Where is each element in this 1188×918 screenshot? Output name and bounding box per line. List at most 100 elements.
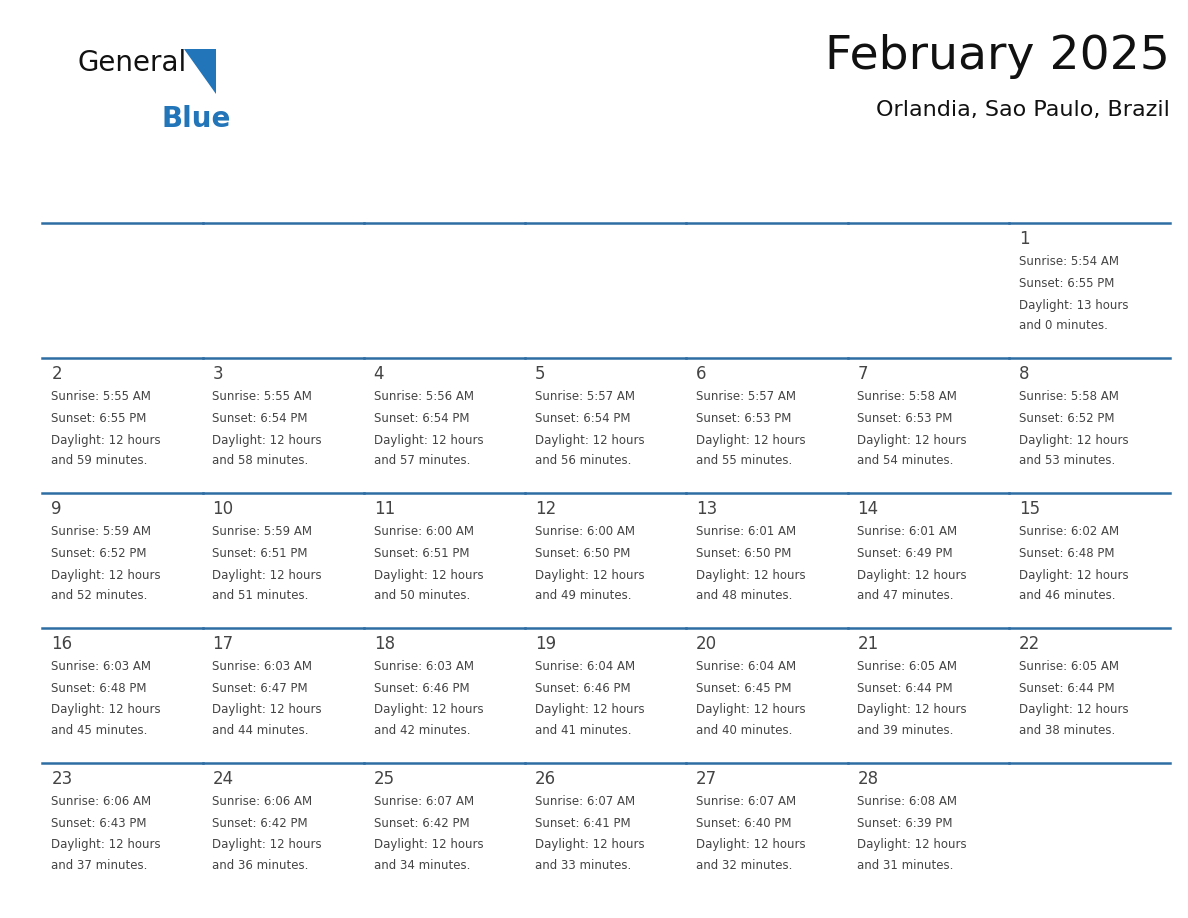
Text: and 58 minutes.: and 58 minutes. xyxy=(213,453,309,467)
Text: and 54 minutes.: and 54 minutes. xyxy=(858,453,954,467)
Polygon shape xyxy=(184,49,216,94)
Text: Sunrise: 6:07 AM: Sunrise: 6:07 AM xyxy=(696,795,796,808)
Text: Sunset: 6:50 PM: Sunset: 6:50 PM xyxy=(696,547,791,560)
Text: and 33 minutes.: and 33 minutes. xyxy=(535,858,631,872)
Text: 22: 22 xyxy=(1018,634,1040,653)
Text: 14: 14 xyxy=(858,499,878,518)
Text: Daylight: 12 hours: Daylight: 12 hours xyxy=(51,568,160,581)
Text: Sunrise: 6:02 AM: Sunrise: 6:02 AM xyxy=(1018,525,1119,538)
Text: and 0 minutes.: and 0 minutes. xyxy=(1018,319,1107,332)
Text: 3: 3 xyxy=(213,364,223,383)
Text: Sunset: 6:51 PM: Sunset: 6:51 PM xyxy=(213,547,308,560)
Text: Sunrise: 5:55 AM: Sunrise: 5:55 AM xyxy=(213,390,312,403)
Text: Sunset: 6:51 PM: Sunset: 6:51 PM xyxy=(374,547,469,560)
Text: 4: 4 xyxy=(374,364,384,383)
Text: Wednesday: Wednesday xyxy=(537,187,638,206)
Text: Sunrise: 6:07 AM: Sunrise: 6:07 AM xyxy=(535,795,636,808)
Text: and 44 minutes.: and 44 minutes. xyxy=(213,723,309,737)
Text: Sunset: 6:39 PM: Sunset: 6:39 PM xyxy=(858,817,953,830)
Text: Sunset: 6:52 PM: Sunset: 6:52 PM xyxy=(1018,412,1114,425)
Text: 5: 5 xyxy=(535,364,545,383)
Text: 17: 17 xyxy=(213,634,234,653)
Text: and 53 minutes.: and 53 minutes. xyxy=(1018,453,1114,467)
Text: Daylight: 12 hours: Daylight: 12 hours xyxy=(696,838,805,851)
Text: Sunset: 6:48 PM: Sunset: 6:48 PM xyxy=(51,682,147,695)
Text: Sunrise: 6:05 AM: Sunrise: 6:05 AM xyxy=(858,660,958,673)
Text: Sunrise: 6:08 AM: Sunrise: 6:08 AM xyxy=(858,795,958,808)
Text: 15: 15 xyxy=(1018,499,1040,518)
Text: Sunset: 6:54 PM: Sunset: 6:54 PM xyxy=(374,412,469,425)
Text: Daylight: 12 hours: Daylight: 12 hours xyxy=(1018,568,1129,581)
Text: Sunrise: 5:59 AM: Sunrise: 5:59 AM xyxy=(213,525,312,538)
Text: Sunrise: 6:01 AM: Sunrise: 6:01 AM xyxy=(858,525,958,538)
Text: Daylight: 12 hours: Daylight: 12 hours xyxy=(535,838,645,851)
Text: Monday: Monday xyxy=(214,187,283,206)
Text: Sunrise: 5:58 AM: Sunrise: 5:58 AM xyxy=(1018,390,1118,403)
Text: Sunset: 6:53 PM: Sunset: 6:53 PM xyxy=(696,412,791,425)
Text: and 38 minutes.: and 38 minutes. xyxy=(1018,723,1114,737)
Text: Daylight: 12 hours: Daylight: 12 hours xyxy=(51,838,160,851)
Text: Sunrise: 6:05 AM: Sunrise: 6:05 AM xyxy=(1018,660,1119,673)
Text: and 59 minutes.: and 59 minutes. xyxy=(51,453,147,467)
Text: and 42 minutes.: and 42 minutes. xyxy=(374,723,470,737)
Text: Daylight: 12 hours: Daylight: 12 hours xyxy=(374,433,484,446)
Text: and 34 minutes.: and 34 minutes. xyxy=(374,858,470,872)
Text: Daylight: 12 hours: Daylight: 12 hours xyxy=(374,568,484,581)
Text: and 52 minutes.: and 52 minutes. xyxy=(51,588,147,602)
Text: Sunday: Sunday xyxy=(53,187,118,206)
Text: and 37 minutes.: and 37 minutes. xyxy=(51,858,147,872)
Text: Sunrise: 5:59 AM: Sunrise: 5:59 AM xyxy=(51,525,151,538)
Text: Sunrise: 5:58 AM: Sunrise: 5:58 AM xyxy=(858,390,958,403)
Text: Daylight: 12 hours: Daylight: 12 hours xyxy=(535,568,645,581)
Text: Daylight: 12 hours: Daylight: 12 hours xyxy=(213,568,322,581)
Text: Sunrise: 6:00 AM: Sunrise: 6:00 AM xyxy=(535,525,634,538)
Text: 26: 26 xyxy=(535,769,556,788)
Text: Sunrise: 5:54 AM: Sunrise: 5:54 AM xyxy=(1018,255,1119,268)
Text: General: General xyxy=(77,49,187,76)
Text: Daylight: 12 hours: Daylight: 12 hours xyxy=(213,433,322,446)
Text: Sunrise: 5:57 AM: Sunrise: 5:57 AM xyxy=(535,390,634,403)
Text: 20: 20 xyxy=(696,634,718,653)
Text: and 57 minutes.: and 57 minutes. xyxy=(374,453,470,467)
Text: Sunset: 6:41 PM: Sunset: 6:41 PM xyxy=(535,817,631,830)
Text: Friday: Friday xyxy=(859,187,912,206)
Text: Sunset: 6:54 PM: Sunset: 6:54 PM xyxy=(535,412,631,425)
Text: and 40 minutes.: and 40 minutes. xyxy=(696,723,792,737)
Text: and 46 minutes.: and 46 minutes. xyxy=(1018,588,1116,602)
Text: Daylight: 12 hours: Daylight: 12 hours xyxy=(858,838,967,851)
Text: 7: 7 xyxy=(858,364,868,383)
Text: Sunset: 6:53 PM: Sunset: 6:53 PM xyxy=(858,412,953,425)
Text: Daylight: 13 hours: Daylight: 13 hours xyxy=(1018,298,1129,311)
Text: 10: 10 xyxy=(213,499,234,518)
Text: and 48 minutes.: and 48 minutes. xyxy=(696,588,792,602)
Text: 28: 28 xyxy=(858,769,878,788)
Text: 25: 25 xyxy=(374,769,394,788)
Text: Saturday: Saturday xyxy=(1020,187,1099,206)
Text: Sunrise: 6:06 AM: Sunrise: 6:06 AM xyxy=(51,795,151,808)
Text: Tuesday: Tuesday xyxy=(375,187,447,206)
Text: 18: 18 xyxy=(374,634,394,653)
Text: 12: 12 xyxy=(535,499,556,518)
Text: 2: 2 xyxy=(51,364,62,383)
Text: Daylight: 12 hours: Daylight: 12 hours xyxy=(51,703,160,716)
Text: and 41 minutes.: and 41 minutes. xyxy=(535,723,632,737)
Text: and 49 minutes.: and 49 minutes. xyxy=(535,588,632,602)
Text: Daylight: 12 hours: Daylight: 12 hours xyxy=(51,433,160,446)
Text: Sunset: 6:40 PM: Sunset: 6:40 PM xyxy=(696,817,791,830)
Text: and 50 minutes.: and 50 minutes. xyxy=(374,588,470,602)
Text: Sunset: 6:52 PM: Sunset: 6:52 PM xyxy=(51,547,147,560)
Text: Thursday: Thursday xyxy=(697,187,779,206)
Text: Daylight: 12 hours: Daylight: 12 hours xyxy=(1018,433,1129,446)
Text: and 51 minutes.: and 51 minutes. xyxy=(213,588,309,602)
Text: and 31 minutes.: and 31 minutes. xyxy=(858,858,954,872)
Text: and 36 minutes.: and 36 minutes. xyxy=(213,858,309,872)
Text: Daylight: 12 hours: Daylight: 12 hours xyxy=(535,433,645,446)
Text: and 45 minutes.: and 45 minutes. xyxy=(51,723,147,737)
Text: Sunrise: 6:03 AM: Sunrise: 6:03 AM xyxy=(374,660,474,673)
Text: Sunset: 6:55 PM: Sunset: 6:55 PM xyxy=(51,412,146,425)
Text: Sunset: 6:49 PM: Sunset: 6:49 PM xyxy=(858,547,953,560)
Text: Sunset: 6:48 PM: Sunset: 6:48 PM xyxy=(1018,547,1114,560)
Text: and 56 minutes.: and 56 minutes. xyxy=(535,453,631,467)
Text: Sunset: 6:44 PM: Sunset: 6:44 PM xyxy=(858,682,953,695)
Text: Sunrise: 5:55 AM: Sunrise: 5:55 AM xyxy=(51,390,151,403)
